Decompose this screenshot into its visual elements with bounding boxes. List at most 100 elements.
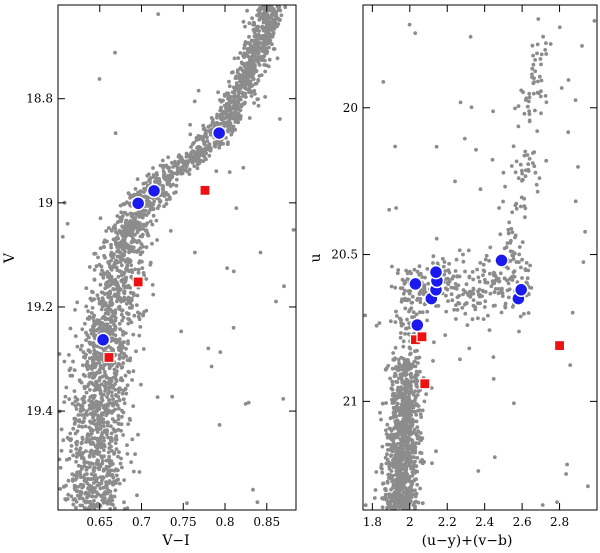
right-background-star bbox=[526, 169, 531, 173]
left-background-star bbox=[102, 323, 107, 328]
right-background-star bbox=[457, 293, 462, 298]
left-background-star bbox=[99, 382, 104, 387]
left-background-star bbox=[113, 382, 117, 386]
right-background-star bbox=[510, 253, 515, 258]
right-background-star bbox=[531, 91, 536, 96]
left-background-star bbox=[118, 203, 123, 208]
right-background-star bbox=[477, 294, 482, 299]
left-background-star bbox=[126, 317, 131, 321]
right-blue-circle-point bbox=[494, 253, 509, 268]
right-background-star bbox=[525, 153, 530, 157]
right-background-star bbox=[400, 447, 405, 452]
right-red-square-point bbox=[419, 378, 431, 390]
left-background-star bbox=[97, 406, 102, 410]
right-background-star bbox=[403, 288, 407, 293]
left-background-star bbox=[117, 406, 121, 411]
left-background-star bbox=[71, 497, 76, 502]
right-background-star bbox=[374, 323, 379, 328]
right-background-star bbox=[386, 363, 391, 368]
right-background-star bbox=[403, 306, 408, 311]
left-background-star bbox=[253, 92, 257, 96]
left-background-star bbox=[99, 434, 104, 438]
right-background-star bbox=[414, 369, 419, 374]
left-background-star bbox=[97, 481, 101, 486]
left-background-star bbox=[86, 309, 90, 314]
right-x-tick-label: 2.8 bbox=[550, 515, 569, 529]
left-background-star bbox=[89, 448, 94, 453]
left-background-star bbox=[247, 116, 252, 120]
right-background-star bbox=[398, 475, 402, 480]
left-x-tick-label: 0.65 bbox=[86, 515, 113, 529]
left-background-star bbox=[102, 245, 107, 250]
right-background-star bbox=[541, 34, 545, 39]
left-background-star bbox=[225, 107, 230, 112]
right-background-star bbox=[402, 359, 407, 364]
left-background-star bbox=[117, 362, 122, 367]
left-background-star bbox=[130, 378, 135, 382]
right-background-star bbox=[491, 355, 496, 359]
right-background-star bbox=[363, 313, 368, 318]
right-background-star bbox=[494, 276, 499, 281]
right-background-star bbox=[412, 463, 416, 468]
right-background-star bbox=[411, 310, 416, 315]
left-background-star bbox=[80, 496, 85, 501]
left-background-star bbox=[177, 169, 182, 174]
left-background-star bbox=[247, 86, 252, 91]
left-background-star bbox=[137, 470, 142, 474]
left-background-star bbox=[227, 104, 232, 109]
right-background-star bbox=[394, 366, 399, 371]
right-background-star bbox=[393, 459, 397, 464]
left-background-star bbox=[180, 171, 185, 176]
right-background-star bbox=[506, 231, 511, 236]
right-background-star bbox=[515, 280, 520, 284]
left-background-star bbox=[128, 418, 133, 422]
left-background-star bbox=[227, 114, 232, 119]
left-background-star bbox=[99, 272, 103, 276]
left-background-star bbox=[74, 505, 78, 510]
left-background-star bbox=[125, 452, 130, 456]
right-background-star bbox=[412, 444, 416, 449]
left-background-star bbox=[134, 212, 139, 217]
right-background-star bbox=[568, 363, 573, 367]
left-background-star bbox=[84, 352, 88, 357]
right-background-star bbox=[524, 280, 529, 285]
left-background-star bbox=[89, 472, 94, 476]
left-background-star bbox=[201, 138, 206, 143]
left-background-star bbox=[229, 132, 234, 137]
right-background-star bbox=[503, 301, 508, 306]
left-background-star bbox=[130, 437, 135, 442]
left-background-star bbox=[141, 181, 146, 186]
right-background-star bbox=[481, 317, 486, 321]
left-background-star bbox=[225, 266, 230, 270]
left-background-star bbox=[113, 407, 118, 412]
left-background-star bbox=[92, 319, 96, 324]
right-background-star bbox=[396, 501, 401, 505]
left-background-star bbox=[106, 317, 111, 321]
right-background-star bbox=[470, 270, 475, 274]
left-background-star bbox=[170, 160, 174, 165]
left-background-star bbox=[197, 137, 201, 142]
right-background-star bbox=[395, 401, 400, 406]
left-background-star bbox=[124, 301, 129, 306]
right-background-star bbox=[498, 271, 503, 276]
left-background-star bbox=[102, 491, 106, 496]
right-background-star bbox=[573, 199, 578, 204]
left-blue-circle-point bbox=[95, 332, 111, 348]
left-background-star bbox=[253, 82, 258, 86]
left-background-star bbox=[101, 468, 106, 473]
left-background-star bbox=[61, 438, 66, 443]
right-background-star bbox=[391, 499, 396, 504]
right-background-star bbox=[499, 310, 504, 315]
left-plot-frame bbox=[57, 4, 297, 511]
right-background-star bbox=[405, 404, 410, 409]
left-background-star bbox=[105, 311, 110, 316]
left-background-star bbox=[108, 282, 113, 287]
left-background-star bbox=[94, 264, 99, 269]
left-background-star bbox=[267, 45, 271, 50]
right-background-star bbox=[396, 464, 400, 469]
left-background-star bbox=[100, 461, 105, 466]
right-background-star bbox=[467, 291, 471, 296]
right-background-star bbox=[415, 356, 420, 360]
right-background-star bbox=[403, 437, 408, 441]
left-background-star bbox=[92, 506, 97, 511]
